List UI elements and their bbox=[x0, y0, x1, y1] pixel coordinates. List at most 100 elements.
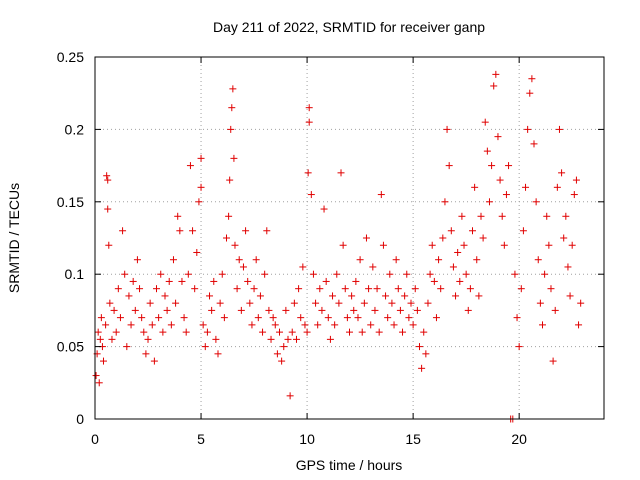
y-tick-label: 0.05 bbox=[57, 339, 84, 355]
data-point bbox=[92, 372, 100, 380]
data-point bbox=[129, 277, 137, 285]
data-point bbox=[123, 343, 131, 351]
data-point bbox=[396, 306, 404, 314]
data-point bbox=[176, 227, 184, 235]
x-axis-label: GPS time / hours bbox=[296, 457, 403, 473]
data-point bbox=[108, 335, 116, 343]
data-point bbox=[305, 118, 313, 126]
data-point bbox=[564, 263, 572, 271]
data-point bbox=[131, 306, 139, 314]
data-point bbox=[407, 299, 415, 307]
data-point bbox=[104, 176, 112, 184]
data-point bbox=[415, 343, 423, 351]
plot-frame bbox=[94, 56, 605, 420]
data-point bbox=[356, 256, 364, 264]
data-point bbox=[379, 241, 387, 249]
y-tick-label: 0.25 bbox=[57, 49, 84, 65]
data-point bbox=[189, 227, 197, 235]
data-point bbox=[350, 306, 358, 314]
data-point bbox=[318, 306, 326, 314]
data-point bbox=[304, 169, 312, 177]
data-point bbox=[216, 299, 224, 307]
data-point bbox=[371, 306, 379, 314]
data-point bbox=[305, 104, 313, 112]
data-point bbox=[133, 256, 141, 264]
data-point bbox=[116, 314, 124, 322]
data-point bbox=[358, 328, 366, 336]
data-point bbox=[235, 256, 243, 264]
data-point bbox=[230, 154, 238, 162]
data-point bbox=[490, 82, 498, 90]
data-point bbox=[167, 321, 175, 329]
data-point bbox=[99, 357, 107, 365]
data-point bbox=[447, 227, 455, 235]
data-point bbox=[500, 241, 508, 249]
data-point bbox=[229, 85, 237, 93]
data-point bbox=[244, 277, 252, 285]
data-point bbox=[225, 212, 233, 220]
data-point bbox=[239, 263, 247, 271]
data-point bbox=[502, 191, 510, 199]
data-point bbox=[248, 321, 256, 329]
data-point bbox=[231, 241, 239, 249]
data-point bbox=[303, 328, 311, 336]
data-point bbox=[513, 314, 521, 322]
data-point bbox=[562, 212, 570, 220]
data-point bbox=[316, 285, 324, 293]
data-point bbox=[394, 285, 402, 293]
data-point bbox=[439, 234, 447, 242]
data-point bbox=[252, 256, 260, 264]
data-point bbox=[271, 321, 279, 329]
data-point bbox=[197, 183, 205, 191]
data-point bbox=[159, 328, 167, 336]
data-point bbox=[142, 350, 150, 358]
data-point bbox=[292, 335, 300, 343]
data-point bbox=[288, 328, 296, 336]
data-point bbox=[536, 299, 544, 307]
data-point bbox=[114, 285, 122, 293]
data-point bbox=[352, 277, 360, 285]
data-point bbox=[104, 205, 112, 213]
data-point bbox=[220, 314, 228, 322]
data-point bbox=[263, 227, 271, 235]
axes: 0 0.05 0.1 0.15 0.2 0.25 0 5 10 15 20 bbox=[57, 49, 605, 447]
data-point bbox=[208, 306, 216, 314]
data-point bbox=[437, 285, 445, 293]
data-point bbox=[341, 285, 349, 293]
data-point bbox=[138, 314, 146, 322]
data-point bbox=[331, 321, 339, 329]
data-point bbox=[369, 263, 377, 271]
data-point bbox=[186, 162, 194, 170]
data-point bbox=[110, 306, 118, 314]
data-point bbox=[367, 321, 375, 329]
data-point bbox=[280, 343, 288, 351]
data-point bbox=[403, 270, 411, 278]
data-point bbox=[386, 270, 394, 278]
data-point bbox=[322, 277, 330, 285]
data-point bbox=[165, 277, 173, 285]
data-point bbox=[377, 191, 385, 199]
data-point bbox=[191, 285, 199, 293]
data-point bbox=[405, 314, 413, 322]
data-point bbox=[524, 125, 532, 133]
data-point bbox=[409, 321, 417, 329]
data-point bbox=[237, 306, 245, 314]
data-point bbox=[201, 343, 209, 351]
data-point bbox=[492, 70, 500, 78]
data-point bbox=[466, 285, 474, 293]
data-point bbox=[314, 321, 322, 329]
data-point bbox=[411, 285, 419, 293]
data-point bbox=[373, 285, 381, 293]
data-point bbox=[483, 147, 491, 155]
data-point bbox=[454, 248, 462, 256]
data-points bbox=[92, 70, 585, 423]
data-point bbox=[297, 314, 305, 322]
data-point bbox=[390, 321, 398, 329]
data-point bbox=[549, 357, 557, 365]
data-point bbox=[365, 285, 373, 293]
data-point bbox=[163, 306, 171, 314]
data-point bbox=[515, 343, 523, 351]
data-point bbox=[360, 299, 368, 307]
data-point bbox=[572, 176, 580, 184]
